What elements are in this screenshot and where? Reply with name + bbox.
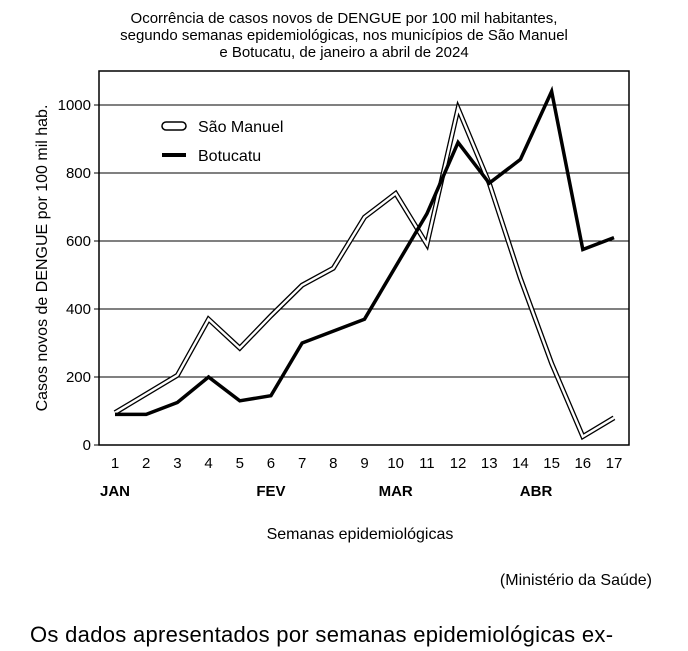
- x-tick-label: 11: [419, 455, 435, 472]
- series-lines: [113, 85, 616, 441]
- x-tick-label: 9: [360, 455, 368, 472]
- y-tick-labels: 0 200 400 600 800 1000: [58, 97, 99, 454]
- legend: São Manuel Botucatu: [161, 119, 283, 165]
- y-tick-label: 0: [83, 437, 91, 454]
- x-tick-label: 16: [574, 455, 591, 472]
- x-tick-label: 1: [111, 455, 119, 472]
- month-label: ABR: [520, 483, 553, 500]
- y-tick-label: 1000: [58, 97, 91, 114]
- x-tick-label: 6: [267, 455, 275, 472]
- body-text: Os dados apresentados por semanas epidem…: [30, 622, 614, 647]
- y-tick-label: 200: [66, 369, 91, 386]
- x-tick-label: 17: [606, 455, 623, 472]
- legend-label: São Manuel: [198, 119, 283, 136]
- x-tick-label: 4: [204, 455, 212, 472]
- chart-title: Ocorrência de casos novos de DENGUE por …: [0, 10, 688, 61]
- x-tick-label: 13: [481, 455, 498, 472]
- grid-lines: [99, 104, 629, 378]
- x-tick-labels: 1 2 3 4 5 6 7 8 9 10 11 12 13 14 15 16 17: [111, 455, 623, 472]
- x-tick-label: 15: [543, 455, 560, 472]
- month-label: FEV: [256, 483, 285, 500]
- x-tick-label: 2: [142, 455, 150, 472]
- month-labels: JAN FEV MAR ABR: [100, 483, 552, 500]
- y-tick-label: 600: [66, 233, 91, 250]
- series-line-outer: [113, 100, 616, 441]
- plot-frame: [98, 70, 630, 446]
- x-tick-label: 7: [298, 455, 306, 472]
- x-tick-label: 10: [387, 455, 404, 472]
- x-tick-label: 5: [236, 455, 244, 472]
- chart-title-line: segundo semanas epidemiológicas, nos mun…: [120, 27, 568, 44]
- legend-label: Botucatu: [198, 148, 261, 165]
- x-tick-label: 14: [512, 455, 529, 472]
- x-tick-label: 12: [450, 455, 467, 472]
- source-note: (Ministério da Saúde): [499, 572, 652, 589]
- y-axis-title: Casos novos de DENGUE por 100 mil hab.: [34, 105, 51, 412]
- series-line-inner: [114, 104, 615, 439]
- y-tick-label: 400: [66, 301, 91, 318]
- legend-swatch: [161, 121, 187, 131]
- series-line: [115, 85, 615, 417]
- month-label: MAR: [379, 483, 413, 500]
- x-axis-title: Semanas epidemiológicas: [266, 526, 454, 543]
- chart-title-line: e Botucatu, de janeiro a abril de 2024: [219, 44, 469, 61]
- chart-title-line: Ocorrência de casos novos de DENGUE por …: [130, 10, 558, 27]
- y-tick-label: 800: [66, 165, 91, 182]
- x-tick-label: 3: [173, 455, 181, 472]
- month-label: JAN: [100, 483, 130, 500]
- x-tick-label: 8: [329, 455, 337, 472]
